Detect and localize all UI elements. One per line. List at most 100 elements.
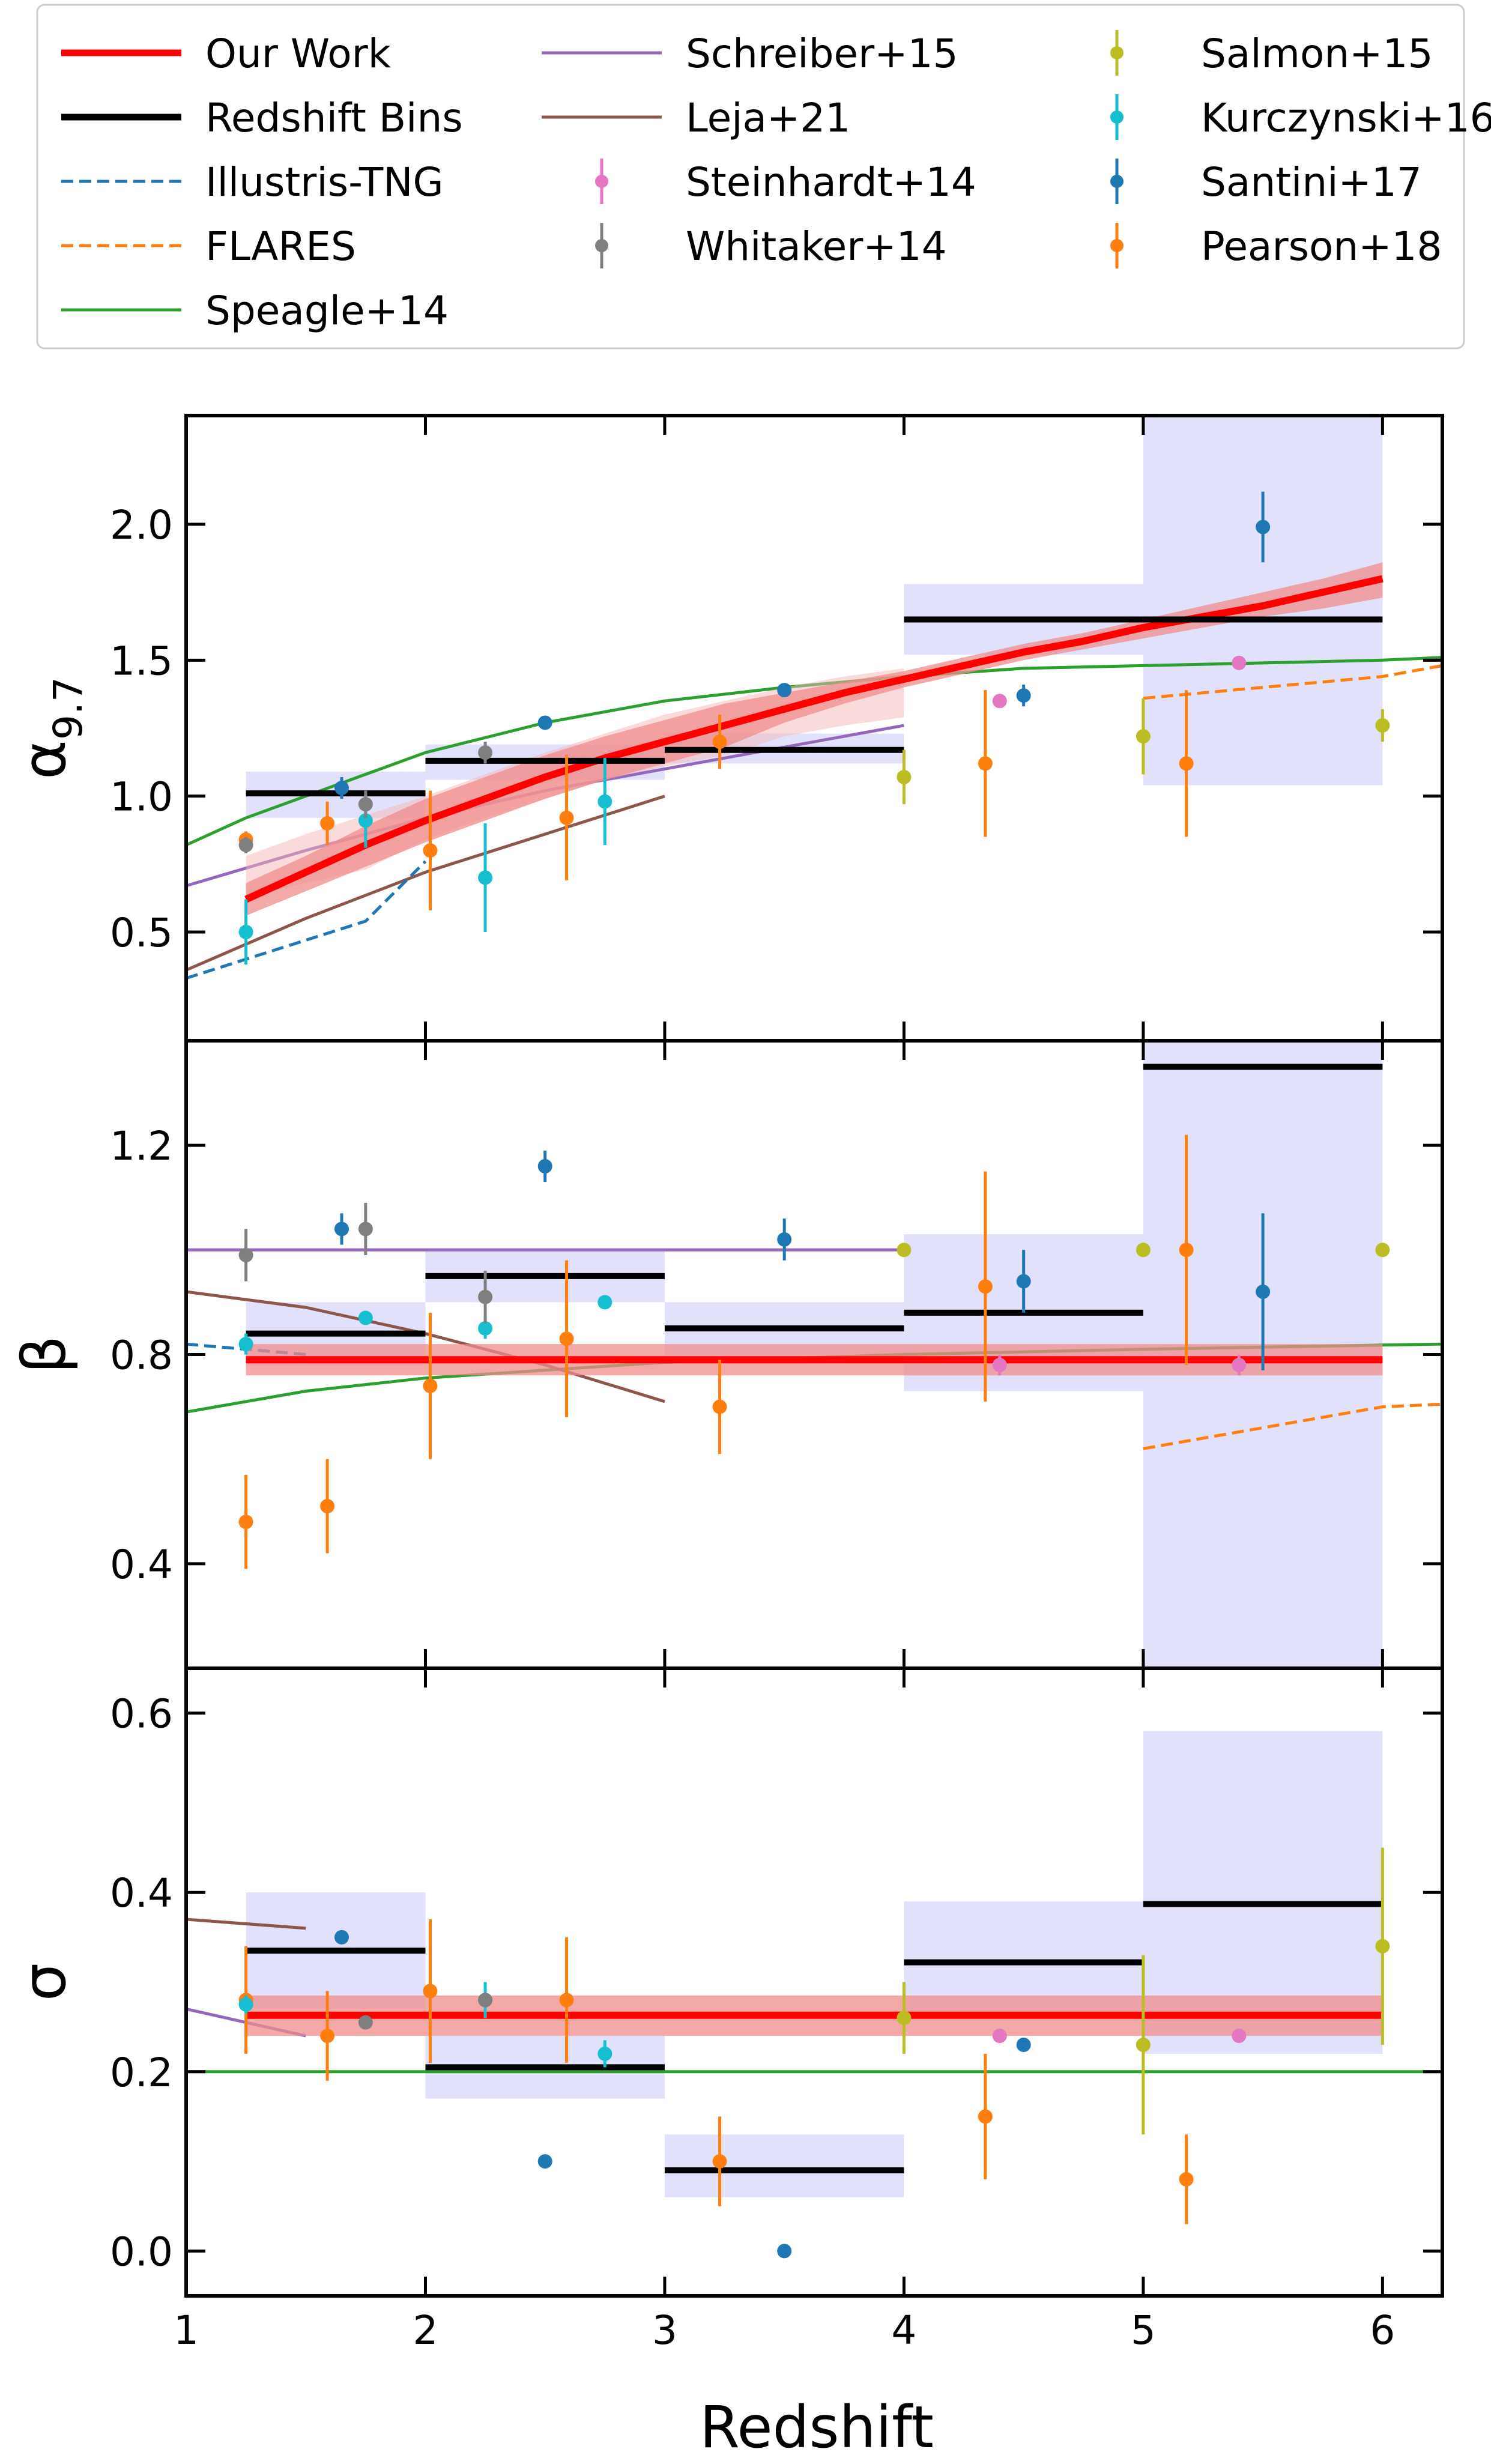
point-salmon-15 [1375, 718, 1390, 733]
x-tick-label: 5 [1131, 2307, 1156, 2354]
point-pearson-18 [423, 843, 438, 858]
point-santini-17 [777, 2244, 792, 2259]
y-axis-label-main: β [9, 1336, 79, 1374]
legend-speagle-14-label: Speagle+14 [205, 288, 449, 334]
y-tick-label-alpha: 2.0 [110, 502, 173, 548]
x-tick-label: 2 [413, 2307, 438, 2354]
x-tick-label: 4 [891, 2307, 916, 2354]
point-pearson-18 [238, 1515, 253, 1530]
point-kurczynski-16 [358, 1310, 373, 1325]
point-pearson-18 [978, 756, 993, 771]
point-kurczynski-16 [597, 1295, 612, 1310]
point-salmon-15 [897, 769, 912, 784]
y-axis-label-main: σ [9, 1963, 79, 2001]
y-tick-label-sigma: 0.2 [110, 2050, 173, 2096]
point-pearson-18 [1179, 2172, 1194, 2187]
panel-sigma-frame [184, 1666, 1444, 2298]
y-tick-label-beta: 1.2 [110, 1123, 173, 1169]
point-santini-17 [537, 715, 552, 730]
point-pearson-18 [1179, 756, 1194, 771]
y-tick-label-alpha: 1.0 [110, 774, 173, 820]
x-tick-label: 3 [652, 2307, 677, 2354]
point-steinhardt-14 [992, 2029, 1007, 2044]
panel-beta: 0.4 0.8 1.2 β [9, 1039, 1444, 1670]
point-santini-17 [537, 1159, 552, 1173]
y-tick-label-alpha: 1.5 [110, 638, 173, 684]
point-kurczynski-16 [238, 1997, 253, 2012]
legend-redshift-bins-label: Redshift Bins [205, 95, 463, 141]
y-axis-label-sigma: σ [9, 1963, 79, 2001]
y-axis-label-beta: β [9, 1336, 79, 1374]
legend-kurczynski-16-marker [1110, 110, 1124, 124]
x-axis-label: Redshift [700, 2394, 934, 2461]
point-pearson-18 [559, 1331, 574, 1346]
y-tick-label-beta: 0.4 [110, 1542, 173, 1588]
panel-beta-plot-area [186, 1041, 1442, 1668]
our-work-band [246, 562, 1383, 916]
point-pearson-18 [712, 734, 727, 749]
point-santini-17 [777, 683, 792, 698]
point-santini-17 [334, 1930, 349, 1945]
point-whitaker-14 [478, 1289, 493, 1304]
legend-frame [36, 4, 1465, 350]
point-santini-17 [1256, 1285, 1271, 1299]
x-tick-label: 1 [174, 2307, 199, 2354]
legend-schreiber-15-label: Schreiber+15 [686, 31, 958, 77]
legend-flares-label: FLARES [205, 223, 356, 270]
y-axis-label-alpha: α9.7 [9, 677, 91, 779]
y-axis-label-main: α [9, 740, 79, 779]
point-pearson-18 [712, 1399, 727, 1414]
point-salmon-15 [1375, 1243, 1390, 1258]
panel-sigma-plot-area [186, 1731, 1442, 2259]
y-tick-label-sigma: 0.0 [110, 2229, 173, 2275]
line-flares [1143, 1402, 1442, 1450]
point-pearson-18 [559, 810, 574, 825]
panel-sigma: 0.0 0.2 0.4 0.6 1 2 3 4 5 6 σ [9, 1666, 1444, 2354]
legend-pearson-18-marker [1110, 239, 1124, 252]
chart-panels: 0.5 1.0 1.5 2.0 α9.7 0.4 0.8 1.2 β 0.0 0.2 0.4 0.6 1 2… [9, 414, 1444, 2354]
point-salmon-15 [1136, 1243, 1151, 1258]
y-tick-label-beta: 0.8 [110, 1333, 173, 1379]
line-flares [1143, 664, 1442, 700]
point-whitaker-14 [478, 745, 493, 760]
point-salmon-15 [1375, 1939, 1390, 1954]
legend-steinhardt-14-label: Steinhardt+14 [686, 159, 976, 205]
legend-kurczynski-16-label: Kurczynski+16 [1201, 95, 1491, 141]
point-santini-17 [334, 781, 349, 796]
legend-salmon-15-label: Salmon+15 [1201, 31, 1433, 77]
y-tick-label-sigma: 0.6 [110, 1691, 173, 1737]
point-santini-17 [1016, 688, 1031, 703]
point-whitaker-14 [238, 838, 253, 853]
line-leja-21 [186, 795, 665, 972]
point-steinhardt-14 [992, 694, 1007, 709]
point-pearson-18 [978, 1279, 993, 1294]
point-pearson-18 [1179, 1243, 1194, 1258]
point-pearson-18 [712, 2154, 727, 2169]
point-santini-17 [1016, 2038, 1031, 2052]
panel-alpha: 0.5 1.0 1.5 2.0 α9.7 [9, 414, 1444, 1043]
legend-whitaker-14-marker [595, 239, 608, 252]
point-santini-17 [777, 1232, 792, 1247]
legend-santini-17-marker [1110, 175, 1124, 188]
panel-alpha-plot-area [186, 416, 1442, 980]
point-salmon-15 [897, 1243, 912, 1258]
point-santini-17 [537, 2154, 552, 2169]
line-leja-21 [186, 1918, 306, 1930]
point-pearson-18 [320, 816, 335, 831]
y-axis-label-sub: 9.7 [45, 677, 91, 740]
point-pearson-18 [978, 2109, 993, 2124]
legend-pearson-18-label: Pearson+18 [1201, 223, 1442, 270]
legend-steinhardt-14-marker [595, 175, 608, 188]
point-kurczynski-16 [478, 1321, 493, 1336]
legend-whitaker-14-label: Whitaker+14 [686, 223, 947, 270]
y-tick-label-sigma: 0.4 [110, 1870, 173, 1916]
line-leja-21 [186, 1290, 665, 1403]
redshift-bin-band-3 [664, 2134, 904, 2197]
point-pearson-18 [559, 1993, 574, 2008]
point-kurczynski-16 [238, 924, 253, 939]
point-pearson-18 [320, 1499, 335, 1514]
point-salmon-15 [897, 2011, 912, 2026]
point-pearson-18 [423, 1984, 438, 1999]
point-steinhardt-14 [992, 1357, 1007, 1372]
